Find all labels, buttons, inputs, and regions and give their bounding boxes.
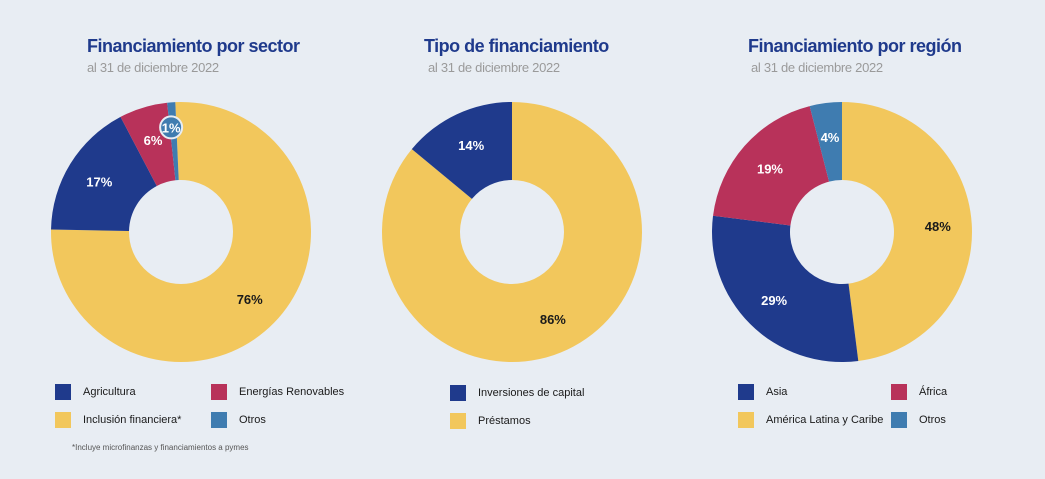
chart-panel-sector: Financiamiento por sector al 31 de dicie… [0,0,348,479]
legend-swatch [55,412,71,428]
donut-slice-agricultura [51,116,157,232]
legend-label: Energías Renovables [239,386,345,398]
donut-chart-tipo: 86% 14% [382,102,642,362]
donut-slice-préstamos [382,102,642,362]
chart-panel-tipo: Tipo de financiamiento al 31 de diciembr… [348,0,696,479]
legend-swatch [891,384,907,400]
legend-label: Préstamos [478,415,531,427]
data-label: 48% [925,219,951,234]
data-label: 14% [458,138,484,153]
legend-item-agricultura: Agricultura [55,384,136,400]
chart-subtitle: al 31 de diciembre 2022 [87,60,219,75]
donut-chart-sector: 76% 17% 6%1% [51,102,312,363]
data-label-badge [159,115,184,140]
legend-item-otros: Otros [211,412,266,428]
legend-label: África [919,386,948,398]
legend-item-inversiones-de-capital: Inversiones de capital [450,385,584,401]
chart-title: Financiamiento por región [748,36,962,56]
legend-item-inclusion-financiera: Inclusión financiera* [55,412,181,428]
legend-item-asia: Asia [738,384,787,400]
legend-item-energias-renovables: Energías Renovables [211,384,344,400]
donut-slice-inclusión-financiera [51,102,312,363]
data-label: 86% [540,312,566,327]
legend-item-otros: Otros [891,412,946,428]
legend-label: Inversiones de capital [478,387,585,399]
data-label: 17% [86,175,112,190]
chart-subtitle: al 31 de diciembre 2022 [751,60,883,75]
legend-swatch [738,412,754,428]
donut-chart-region: 48% 29% 19% 4% [712,102,973,362]
legend-swatch [450,385,466,401]
chart-subtitle: al 31 de diciembre 2022 [428,60,560,75]
legend-swatch [738,384,754,400]
legend-swatch [891,412,907,428]
data-label: 1% [162,120,181,135]
legend-label: Agricultura [83,386,136,398]
data-label: 6% [144,133,163,148]
legend-label: Otros [239,414,266,426]
legend-label: Inclusión financiera* [83,414,182,426]
legend-swatch [450,413,466,429]
legend-item-prestamos: Préstamos [450,413,531,429]
chart-title: Financiamiento por sector [87,36,300,56]
legend-swatch [211,384,227,400]
legend-label: Otros [919,414,946,426]
legend-swatch [211,412,227,428]
chart-title: Tipo de financiamiento [424,36,609,56]
legend-label: Asia [766,386,788,398]
footnote: *Incluye microfinanzas y financiamientos… [72,443,249,452]
chart-panel-region: Financiamiento por región al 31 de dicie… [696,0,1044,479]
donut-slice-inversiones-de-capital [411,102,512,199]
legend-swatch [55,384,71,400]
legend-item-america-latina-y-caribe: América Latina y Caribe [738,412,883,428]
data-label: 19% [757,162,783,177]
legend-item-africa: África [891,384,947,400]
legend-label: América Latina y Caribe [766,414,884,426]
donut-slice-asia [712,215,859,362]
data-label: 4% [821,130,840,145]
donut-slice-otros [809,102,842,182]
data-label: 76% [237,292,263,307]
data-label: 29% [761,293,787,308]
donut-slice-américa-latina-y-caribe [842,102,973,361]
donut-slice-áfrica [713,106,830,226]
